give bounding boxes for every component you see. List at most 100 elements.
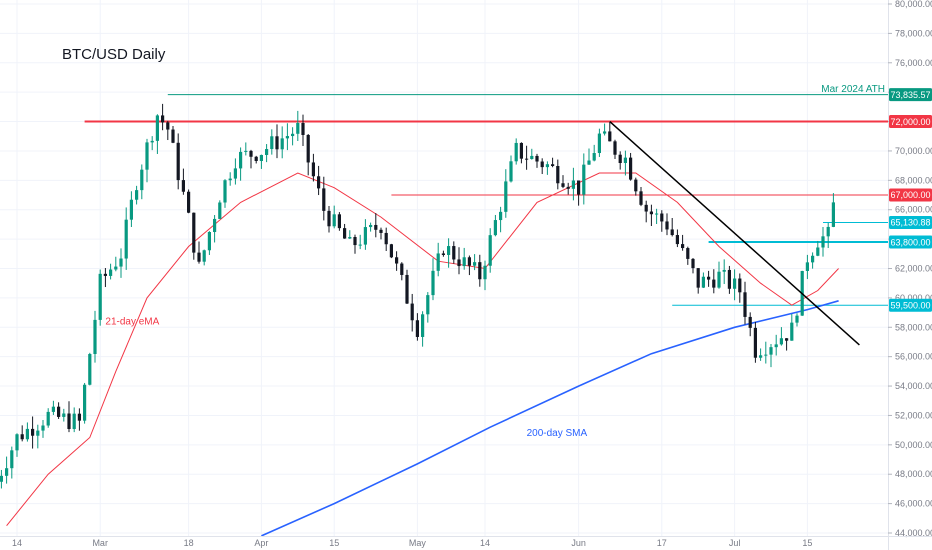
candle-down (691, 258, 695, 269)
candle-down (389, 244, 393, 258)
candle-down (171, 129, 175, 143)
y-tick-label: 56,000.00 (895, 352, 932, 362)
candle-down (753, 327, 757, 358)
candle-down (457, 259, 461, 267)
candle-up (805, 262, 809, 271)
candle-down (478, 262, 482, 280)
candle-up (41, 425, 45, 431)
candle-down (618, 154, 622, 164)
candle-up (363, 227, 367, 245)
candle-down (727, 269, 731, 289)
candle-down (275, 136, 279, 150)
candle-down (197, 252, 201, 262)
candle-up (15, 434, 19, 451)
price-tag (889, 88, 932, 102)
candle-up (135, 190, 139, 200)
candle-down (467, 257, 471, 266)
candle-down (452, 246, 456, 260)
candle-up (285, 136, 289, 139)
candle-up (259, 154, 263, 161)
candle-up (93, 319, 97, 355)
candle-down (660, 213, 664, 222)
sma-200-line (261, 300, 839, 537)
candle-down (181, 180, 185, 192)
candle-down (675, 235, 679, 245)
chart-annotation: 200-day SMA (527, 428, 588, 439)
candle-up (244, 150, 248, 152)
y-tick-label: 80,000.00 (895, 0, 932, 9)
candle-up (722, 269, 726, 272)
price-tag (889, 235, 932, 249)
candle-up (597, 133, 601, 154)
candle-down (306, 134, 310, 163)
candle-up (473, 262, 477, 266)
candle-up (769, 347, 773, 355)
x-tick-label: 15 (802, 538, 812, 548)
candle-up (233, 168, 237, 179)
price-tag-label: 73,835.57 (890, 90, 930, 100)
candle-down (353, 237, 357, 246)
x-tick-label: May (409, 538, 427, 548)
candle-up (98, 273, 102, 320)
candle-down (681, 244, 685, 249)
candle-up (592, 153, 596, 161)
price-tag-label: 65,130.88 (890, 218, 930, 228)
candle-up (421, 314, 425, 337)
candle-down (561, 183, 565, 187)
trendline-layer (609, 120, 860, 346)
y-tick-label: 58,000.00 (895, 322, 932, 332)
y-tick-label: 70,000.00 (895, 146, 932, 156)
candle-up (36, 430, 40, 436)
candle-down (374, 224, 378, 230)
grid-layer (0, 0, 888, 536)
y-tick-label: 68,000.00 (895, 175, 932, 185)
candle-down (103, 273, 107, 276)
price-tag (889, 298, 932, 312)
candle-down (327, 210, 331, 227)
candle-up (119, 258, 123, 267)
candle-up (603, 131, 607, 134)
x-tick-label: 17 (657, 538, 667, 548)
candle-up (62, 413, 66, 417)
candle-up (816, 247, 820, 256)
candle-up (436, 253, 440, 271)
candle-up (774, 344, 778, 348)
candle-up (811, 255, 815, 263)
candle-down (192, 212, 196, 253)
candle-down (785, 338, 789, 341)
candle-down (686, 248, 690, 259)
candle-up (509, 161, 513, 182)
candle-up (431, 270, 435, 296)
candle-up (46, 411, 50, 426)
candle-down (644, 204, 648, 212)
price-tags-layer: 73,835.57 72,000.00 67,000.00 65,130.88 63,8… (889, 88, 932, 312)
candle-up (145, 142, 149, 170)
candle-up (655, 213, 659, 215)
candle-up (764, 354, 768, 356)
candle-down (161, 115, 165, 123)
candle-up (140, 169, 144, 191)
candle-down (566, 186, 570, 189)
price-tag-label: 72,000.00 (890, 117, 930, 127)
candle-down (57, 406, 61, 417)
candle-down (525, 158, 529, 160)
candle-up (280, 138, 284, 150)
candle-up (239, 151, 243, 169)
y-tick-label: 62,000.00 (895, 264, 932, 274)
candle-up (587, 160, 591, 165)
candle-up (129, 199, 133, 220)
candle-up (821, 236, 825, 248)
price-tag (889, 115, 932, 129)
candle-up (779, 338, 783, 345)
x-axis: 14 Mar 18 Apr 15 May 14 Jun 17 Jul 15 (0, 536, 932, 548)
candle-down (577, 180, 581, 195)
candle-up (582, 164, 586, 195)
candle-up (72, 413, 76, 429)
y-tick-label: 48,000.00 (895, 469, 932, 479)
candle-down (405, 274, 409, 304)
candle-up (51, 406, 55, 412)
candle-down (743, 292, 747, 317)
candle-up (358, 244, 362, 246)
